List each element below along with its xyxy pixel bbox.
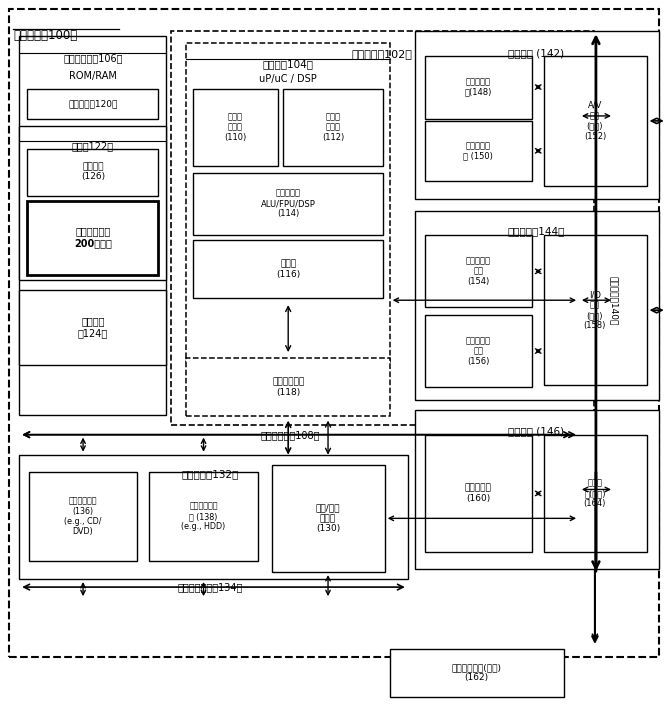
Text: 总线/接口
控制器
(130): 总线/接口 控制器 (130) (316, 503, 340, 533)
Bar (283, 89, 383, 166)
Text: 处理器（104）: 处理器（104） (263, 59, 314, 69)
Bar (544, 236, 646, 385)
Text: 操作系统（120）: 操作系统（120） (69, 100, 118, 108)
Text: 输出设备 (142): 输出设备 (142) (508, 48, 564, 58)
Bar (30, 472, 137, 561)
Bar (544, 56, 646, 185)
Bar (28, 200, 158, 275)
Bar (193, 89, 278, 166)
Text: 基本配置（102）: 基本配置（102） (351, 49, 412, 59)
Text: 储存设备（132）: 储存设备（132） (182, 469, 239, 479)
Bar (193, 173, 383, 236)
Text: 不可移除储存
器 (138)
(e.g., HDD): 不可移除储存 器 (138) (e.g., HDD) (181, 501, 226, 531)
Bar (171, 31, 594, 425)
Text: 通信端
口(多个)
(164): 通信端 口(多个) (164) (584, 479, 606, 508)
Text: 通信设备 (146): 通信设备 (146) (508, 426, 564, 435)
Bar (28, 149, 158, 195)
Bar (425, 236, 532, 307)
Text: 用于执行方法
200的指令: 用于执行方法 200的指令 (74, 227, 112, 249)
Bar (415, 31, 659, 199)
Bar (272, 464, 385, 572)
Bar (149, 472, 258, 561)
Text: 其他计算设备(多个)
(162): 其他计算设备(多个) (162) (452, 663, 501, 683)
Text: 可移除储存器
(136)
(e.g., CD/
DVD): 可移除储存器 (136) (e.g., CD/ DVD) (65, 496, 101, 537)
Text: 系统存储器（106）: 系统存储器（106） (63, 53, 123, 63)
Bar (425, 435, 532, 552)
Text: 并行接口控
制器
(156): 并行接口控 制器 (156) (466, 336, 491, 366)
Bar (185, 43, 390, 362)
Bar (415, 210, 659, 400)
Bar (19, 455, 408, 579)
Bar (425, 315, 532, 387)
Bar (19, 290, 166, 365)
Text: 其他应用
(126): 其他应用 (126) (81, 162, 105, 181)
Text: uP/uC / DSP: uP/uC / DSP (259, 74, 317, 84)
Text: 外设接口（144）: 外设接口（144） (507, 227, 565, 236)
Text: 处理器核心
ALU/FPU/DSP
(114): 处理器核心 ALU/FPU/DSP (114) (261, 189, 316, 219)
Text: I/O
端口
(多个)
(158): I/O 端口 (多个) (158) (584, 290, 606, 330)
Text: 串行接口控
制器
(154): 串行接口控 制器 (154) (466, 256, 491, 286)
Text: 储存接口总线（134）: 储存接口总线（134） (178, 582, 243, 592)
Text: 一级高
速缓存
(110): 一级高 速缓存 (110) (224, 112, 247, 142)
Text: 图像处理单
元(148): 图像处理单 元(148) (465, 77, 492, 97)
Text: 音频处理单
元 (150): 音频处理单 元 (150) (464, 141, 493, 161)
Text: 存储器总线（108）: 存储器总线（108） (261, 430, 320, 440)
Bar (185, 358, 390, 416)
Bar (425, 121, 532, 181)
Text: 网络控制器
(160): 网络控制器 (160) (465, 484, 492, 503)
Text: 存储器控制器
(118): 存储器控制器 (118) (272, 377, 304, 396)
Text: 程序数据
（124）: 程序数据 （124） (78, 316, 108, 338)
Text: ROM/RAM: ROM/RAM (69, 71, 117, 81)
Text: 寄存器
(116): 寄存器 (116) (276, 260, 300, 279)
Bar (19, 36, 166, 415)
Bar (19, 126, 166, 280)
Text: 二级高
速缓存
(112): 二级高 速缓存 (112) (322, 112, 344, 142)
Bar (28, 89, 158, 119)
Bar (390, 649, 564, 697)
Text: 计算设备（100）: 计算设备（100） (13, 29, 77, 42)
Bar (193, 241, 383, 298)
Bar (415, 410, 659, 569)
Text: 应用（122）: 应用（122） (72, 141, 114, 151)
Text: 接口总线（140）: 接口总线（140） (609, 275, 618, 325)
Bar (544, 435, 646, 552)
Bar (425, 56, 532, 119)
Text: A/V
端口
(多个)
(152): A/V 端口 (多个) (152) (584, 101, 606, 141)
